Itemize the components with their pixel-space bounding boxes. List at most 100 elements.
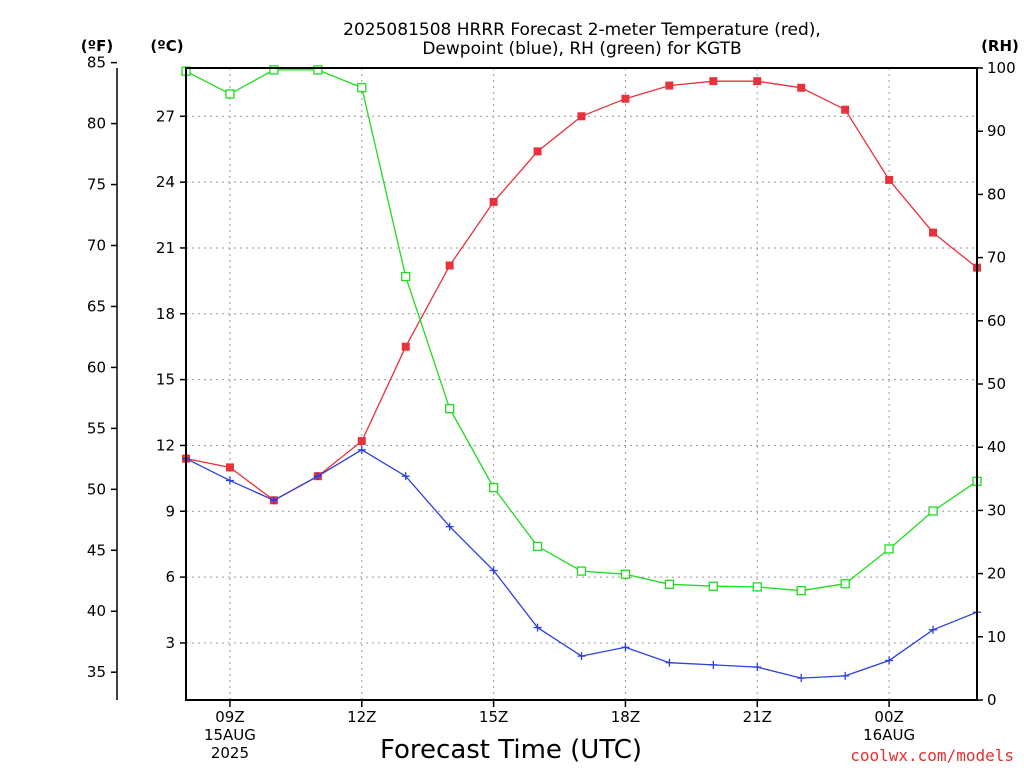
dewpoint-point	[357, 445, 366, 454]
x-tick-label: 15Z	[479, 708, 508, 726]
rh-point	[532, 541, 543, 552]
fahrenheit-tick-label: 55	[87, 419, 106, 437]
temperature-point	[841, 105, 850, 114]
dewpoint-line	[185, 449, 978, 679]
rh-tick-label: 80	[987, 185, 1006, 203]
rh-point	[225, 89, 235, 99]
chart-title-line2: Dewpoint (blue), RH (green) for KGTB	[422, 39, 741, 59]
dewpoint-point	[313, 472, 322, 481]
temperature-line	[185, 80, 978, 502]
rh-point	[840, 579, 850, 589]
rh-tick-label: 90	[987, 122, 1006, 140]
x-tick-label: 2025	[211, 744, 249, 762]
temperature-point	[929, 228, 938, 237]
fahrenheit-tick-label: 60	[87, 358, 106, 376]
rh-point	[664, 579, 675, 589]
rh-tick-label: 60	[987, 312, 1006, 330]
rh-point	[357, 82, 367, 93]
fahrenheit-tick-label: 85	[87, 54, 106, 72]
temperature-point	[533, 147, 542, 156]
dewpoint-point	[445, 522, 454, 531]
rh-point	[884, 544, 894, 554]
x-tick-label: 21Z	[743, 708, 772, 726]
data-series	[181, 65, 982, 683]
temperature-point	[445, 261, 454, 270]
rh-tick-label: 20	[987, 565, 1006, 583]
rh-point	[313, 65, 323, 75]
fahrenheit-tick-label: 45	[87, 541, 106, 559]
rh-tick-label: 10	[987, 628, 1006, 646]
fahrenheit-tick-label: 50	[87, 480, 106, 498]
temperature-point	[665, 81, 674, 90]
fahrenheit-tick-label: 40	[87, 602, 106, 620]
celsius-tick-label: 21	[156, 239, 175, 257]
rh-line	[185, 69, 978, 592]
dewpoint-point	[797, 674, 806, 683]
dewpoint-point	[753, 663, 762, 672]
fahrenheit-tick-label: 80	[87, 115, 106, 133]
dewpoint-point	[269, 496, 278, 505]
rh-point	[488, 482, 499, 493]
celsius-tick-label: 24	[156, 173, 175, 191]
x-tick-label: 18Z	[611, 708, 640, 726]
rh-point	[269, 65, 279, 75]
celsius-tick-label: 6	[165, 568, 175, 586]
dewpoint-point	[577, 652, 586, 661]
dewpoint-point	[401, 472, 410, 481]
temperature-point	[577, 112, 586, 121]
dewpoint-point	[885, 656, 894, 665]
temperature-point	[489, 197, 498, 206]
rh-tick-label: 50	[987, 375, 1006, 393]
rh-point	[620, 569, 631, 579]
celsius-tick-label: 15	[156, 371, 175, 389]
rh-point	[796, 586, 806, 596]
celsius-tick-label: 12	[156, 436, 175, 454]
dewpoint-point	[533, 623, 542, 632]
fahrenheit-unit-label: (ºF)	[81, 37, 113, 55]
axis-ticks: 3 6 9 12 15 18 21 24 27 35 40 45 50 55 60 65 70 75 80 85 0 10…	[87, 54, 1016, 762]
rh-point	[928, 506, 938, 516]
celsius-tick-label: 18	[156, 305, 175, 323]
x-axis-label: Forecast Time (UTC)	[380, 735, 642, 765]
dewpoint-point	[489, 566, 498, 575]
dewpoint-point	[665, 658, 674, 667]
rh-tick-label: 100	[987, 59, 1016, 77]
temperature-point	[753, 77, 762, 86]
rh-tick-label: 30	[987, 501, 1006, 519]
fahrenheit-tick-label: 65	[87, 297, 106, 315]
dewpoint-point	[841, 671, 850, 680]
rh-point	[752, 582, 762, 592]
x-tick-label: 15AUG	[204, 726, 256, 744]
dewpoint-point	[709, 660, 718, 669]
x-tick-label: 09Z	[215, 708, 244, 726]
dewpoint-point	[621, 643, 630, 652]
temperature-point	[885, 175, 894, 184]
dewpoint-point	[929, 625, 938, 634]
x-tick-label: 16AUG	[863, 726, 915, 744]
temperature-point	[621, 94, 630, 103]
x-tick-label: 12Z	[347, 708, 376, 726]
chart-title-line1: 2025081508 HRRR Forecast 2-meter Tempera…	[343, 20, 821, 40]
celsius-unit-label: (ºC)	[150, 37, 183, 55]
rh-point	[576, 566, 587, 576]
fahrenheit-tick-label: 70	[87, 237, 106, 255]
rh-point	[401, 271, 411, 282]
rh-point	[708, 581, 718, 591]
rh-tick-label: 70	[987, 249, 1006, 267]
credit-text: coolwx.com/models	[850, 746, 1014, 765]
fahrenheit-tick-label: 35	[87, 663, 106, 681]
x-tick-label: 00Z	[874, 708, 903, 726]
celsius-tick-label: 3	[165, 634, 175, 652]
plot-frame	[185, 67, 978, 701]
rh-tick-label: 40	[987, 438, 1006, 456]
temperature-point	[225, 463, 234, 472]
celsius-tick-label: 27	[156, 107, 175, 125]
grid-lines	[186, 68, 977, 700]
fahrenheit-tick-label: 75	[87, 176, 106, 194]
temperature-point	[401, 342, 410, 351]
celsius-tick-label: 9	[165, 502, 175, 520]
rh-tick-label: 0	[987, 691, 997, 709]
dewpoint-point	[225, 476, 234, 485]
rh-unit-label: (RH)	[981, 37, 1019, 55]
